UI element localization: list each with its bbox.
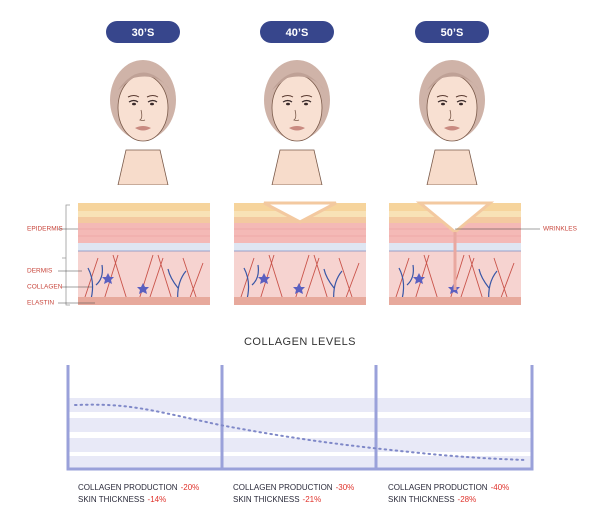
skin-section — [78, 203, 210, 305]
stat-label: COLLAGEN PRODUCTION — [233, 483, 333, 492]
stat-value: -20% — [181, 483, 200, 492]
stat-line: SKIN THICKNESS -14% — [78, 495, 166, 504]
label: COLLAGEN — [27, 284, 63, 291]
stat-line: COLLAGEN PRODUCTION -40% — [388, 483, 509, 492]
stat-label: SKIN THICKNESS — [78, 495, 145, 504]
label: WRINKLES — [543, 226, 578, 233]
age-pill — [415, 21, 489, 43]
band — [68, 398, 532, 412]
stat-label: SKIN THICKNESS — [233, 495, 300, 504]
face-30s — [110, 60, 176, 185]
stat-line: SKIN THICKNESS -21% — [233, 495, 321, 504]
shape: COLLAGEN PRODUCTION -20%SKIN THICKNESS -14… — [78, 483, 509, 504]
shape: 30’S 40’S 50’S — [106, 21, 489, 43]
stat-value: -21% — [303, 495, 322, 504]
age-label: 50’S — [441, 27, 464, 39]
stat-label: COLLAGEN PRODUCTION — [78, 483, 178, 492]
band — [68, 456, 532, 468]
frame — [66, 365, 534, 471]
face-40s — [264, 60, 330, 185]
label: DERMIS — [27, 268, 53, 275]
bracket — [62, 204, 70, 306]
band — [68, 418, 532, 432]
face-50s — [419, 60, 485, 185]
stat-line: COLLAGEN PRODUCTION -30% — [233, 483, 354, 492]
age-label: 30’S — [132, 27, 155, 39]
stat-value: -40% — [491, 483, 510, 492]
label: EPIDERMIS — [27, 226, 63, 233]
stat-label: SKIN THICKNESS — [388, 495, 455, 504]
band — [68, 438, 532, 452]
wrinkle — [415, 201, 495, 234]
age-label: 40’S — [286, 27, 309, 39]
wrinkle — [263, 201, 337, 224]
leader-line — [58, 228, 540, 304]
collagen-curve — [74, 403, 526, 461]
chart-title: COLLAGEN LEVELS — [244, 336, 356, 348]
stat-value: -30% — [336, 483, 355, 492]
age-pill — [106, 21, 180, 43]
stat-line: COLLAGEN PRODUCTION -20% — [78, 483, 199, 492]
label: ELASTIN — [27, 300, 54, 307]
stat-value: -14% — [148, 495, 167, 504]
stat-value: -28% — [458, 495, 477, 504]
age-pill — [260, 21, 334, 43]
stat-label: COLLAGEN PRODUCTION — [388, 483, 488, 492]
stat-line: SKIN THICKNESS -28% — [388, 495, 476, 504]
